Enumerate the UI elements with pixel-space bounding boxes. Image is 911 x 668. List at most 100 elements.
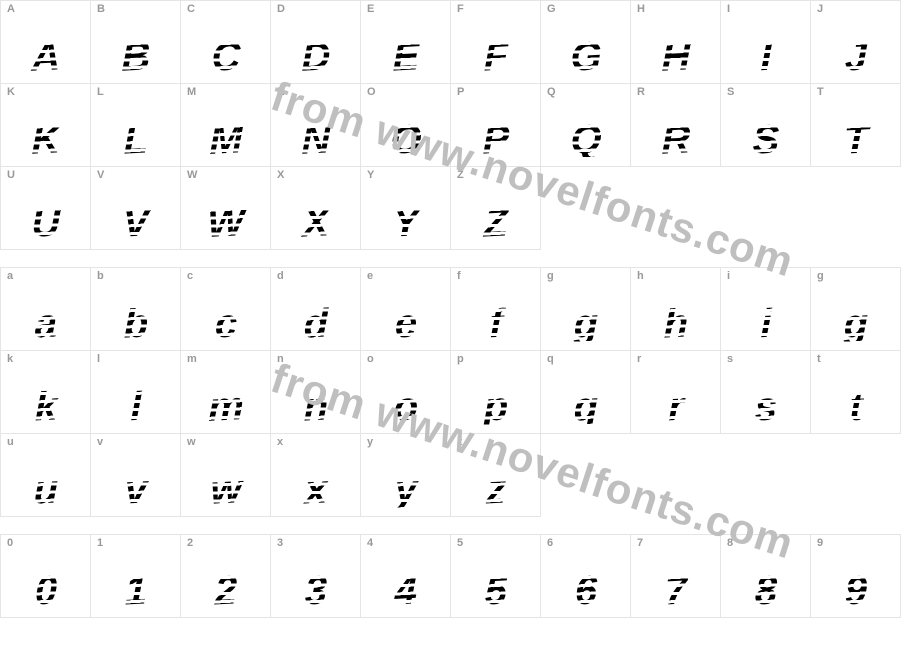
glyph-cell[interactable]: DD — [270, 0, 361, 84]
glyph-cell[interactable]: ss — [720, 350, 811, 434]
glyph-display: 0 — [1, 569, 90, 614]
glyph-cell[interactable]: pp — [450, 350, 541, 434]
glyph-display: g — [541, 302, 630, 347]
glyph-cell[interactable]: 22 — [180, 534, 271, 618]
glyph-cell[interactable]: UU — [0, 166, 91, 250]
glyph-cell[interactable]: 55 — [450, 534, 541, 618]
glyph-cell[interactable]: GG — [540, 0, 631, 84]
glyph-cell[interactable]: ZZ — [450, 166, 541, 250]
glyph-cell[interactable]: ww — [180, 433, 271, 517]
glyph-cell[interactable]: ee — [360, 267, 451, 351]
glyph-cell[interactable]: zz — [450, 433, 541, 517]
glyph-cell[interactable]: aa — [0, 267, 91, 351]
glyph-cell-empty — [810, 166, 901, 250]
glyph-label: A — [7, 4, 15, 15]
glyph-group-lowercase: aabbccddeeffgghhiiggkkllmmnnooppqqrrsstt… — [0, 267, 910, 516]
glyph-display: q — [541, 385, 630, 430]
glyph-display: w — [181, 468, 270, 513]
glyph-cell[interactable]: 33 — [270, 534, 361, 618]
glyph-cell[interactable]: uu — [0, 433, 91, 517]
glyph-cell[interactable]: RR — [630, 83, 721, 167]
glyph-display: E — [361, 35, 450, 80]
glyph-label: t — [817, 354, 821, 365]
glyph-cell[interactable]: SS — [720, 83, 811, 167]
glyph-group-digits: 00112233445566778899 — [0, 534, 910, 617]
glyph-display: h — [631, 302, 720, 347]
glyph-cell[interactable]: MM — [180, 83, 271, 167]
glyph-cell[interactable]: AA — [0, 0, 91, 84]
glyph-cell[interactable]: 00 — [0, 534, 91, 618]
glyph-cell[interactable]: OO — [360, 83, 451, 167]
glyph-cell[interactable]: NN — [270, 83, 361, 167]
glyph-cell[interactable]: JJ — [810, 0, 901, 84]
glyph-cell[interactable]: cc — [180, 267, 271, 351]
glyph-display: B — [91, 35, 180, 80]
glyph-cell[interactable]: xx — [270, 433, 361, 517]
glyph-label: i — [727, 271, 730, 282]
glyph-label: W — [187, 170, 197, 181]
glyph-label: c — [187, 271, 193, 282]
glyph-cell[interactable]: dd — [270, 267, 361, 351]
glyph-cell[interactable]: hh — [630, 267, 721, 351]
glyph-cell[interactable]: ll — [90, 350, 181, 434]
glyph-cell[interactable]: qq — [540, 350, 631, 434]
glyph-cell[interactable]: KK — [0, 83, 91, 167]
glyph-display: a — [1, 302, 90, 347]
glyph-display: y — [361, 468, 450, 513]
glyph-label: r — [637, 354, 641, 365]
glyph-label: 1 — [97, 538, 103, 549]
glyph-cell[interactable]: gg — [810, 267, 901, 351]
glyph-label: z — [457, 437, 463, 448]
glyph-cell[interactable]: oo — [360, 350, 451, 434]
glyph-cell[interactable]: TT — [810, 83, 901, 167]
glyph-cell[interactable]: kk — [0, 350, 91, 434]
glyph-cell[interactable]: 88 — [720, 534, 811, 618]
glyph-label: o — [367, 354, 374, 365]
glyph-cell[interactable]: QQ — [540, 83, 631, 167]
glyph-cell[interactable]: PP — [450, 83, 541, 167]
glyph-cell[interactable]: mm — [180, 350, 271, 434]
glyph-display: G — [541, 35, 630, 80]
glyph-display: M — [181, 118, 270, 163]
glyph-display: 8 — [721, 569, 810, 614]
glyph-cell[interactable]: 77 — [630, 534, 721, 618]
glyph-cell[interactable]: tt — [810, 350, 901, 434]
glyph-cell[interactable]: HH — [630, 0, 721, 84]
glyph-cell-empty — [630, 433, 721, 517]
glyph-cell[interactable]: WW — [180, 166, 271, 250]
glyph-cell[interactable]: gg — [540, 267, 631, 351]
glyph-display: 3 — [271, 569, 360, 614]
glyph-cell[interactable]: VV — [90, 166, 181, 250]
glyph-cell[interactable]: 44 — [360, 534, 451, 618]
glyph-cell[interactable]: ff — [450, 267, 541, 351]
glyph-cell[interactable]: LL — [90, 83, 181, 167]
glyph-label: Z — [457, 170, 464, 181]
glyph-cell-empty — [540, 433, 631, 517]
glyph-cell[interactable]: vv — [90, 433, 181, 517]
glyph-cell[interactable]: nn — [270, 350, 361, 434]
glyph-label: 7 — [637, 538, 643, 549]
glyph-cell[interactable]: yy — [360, 433, 451, 517]
glyph-cell[interactable]: BB — [90, 0, 181, 84]
glyph-label: H — [637, 4, 645, 15]
glyph-cell[interactable]: 99 — [810, 534, 901, 618]
glyph-display: g — [811, 302, 900, 347]
glyph-label: a — [7, 271, 13, 282]
glyph-display: u — [1, 468, 90, 513]
glyph-display: 9 — [811, 569, 900, 614]
glyph-cell[interactable]: ii — [720, 267, 811, 351]
glyph-cell[interactable]: 66 — [540, 534, 631, 618]
glyph-cell[interactable]: rr — [630, 350, 721, 434]
glyph-cell[interactable]: 11 — [90, 534, 181, 618]
glyph-label: O — [367, 87, 376, 98]
glyph-cell[interactable]: FF — [450, 0, 541, 84]
glyph-cell[interactable]: II — [720, 0, 811, 84]
glyph-label: e — [367, 271, 373, 282]
glyph-display: b — [91, 302, 180, 347]
glyph-cell[interactable]: bb — [90, 267, 181, 351]
glyph-cell[interactable]: XX — [270, 166, 361, 250]
glyph-display: 5 — [451, 569, 540, 614]
glyph-cell[interactable]: CC — [180, 0, 271, 84]
glyph-cell[interactable]: YY — [360, 166, 451, 250]
glyph-cell[interactable]: EE — [360, 0, 451, 84]
